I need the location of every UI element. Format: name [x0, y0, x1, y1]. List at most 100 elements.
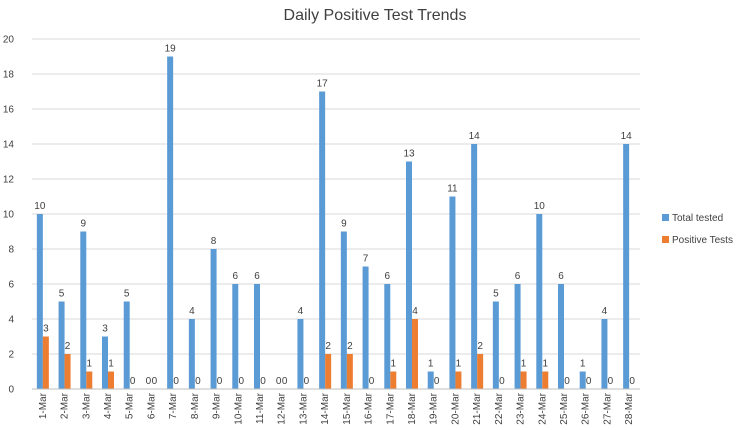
bars — [36, 56, 630, 389]
x-tick-label: 6-Mar — [146, 392, 157, 419]
x-tick-label: 22-Mar — [494, 392, 505, 424]
data-label-positive-tests: 0 — [152, 376, 158, 387]
x-tick-label: 12-Mar — [277, 392, 288, 424]
x-tick-label: 10-Mar — [233, 392, 244, 424]
bar-positive-tests — [86, 371, 93, 389]
data-label-total-tested: 8 — [211, 236, 217, 247]
bar-total-tested — [297, 319, 304, 389]
bar-total-tested — [601, 319, 608, 389]
y-tick-label: 6 — [8, 280, 14, 291]
data-label-total-tested: 6 — [558, 271, 564, 282]
x-tick-label: 23-Mar — [516, 392, 527, 424]
data-label-positive-tests: 1 — [87, 359, 93, 370]
chart-title: Daily Positive Test Trends — [284, 7, 467, 24]
y-tick-label: 16 — [3, 105, 15, 116]
x-tick-label: 27-Mar — [602, 392, 613, 424]
data-label-positive-tests: 0 — [608, 376, 614, 387]
data-label-total-tested: 9 — [341, 219, 347, 230]
bar-total-tested — [254, 284, 260, 389]
gridlines — [32, 38, 640, 355]
y-axis-ticks: 0 2 4 6 8 10 12 14 16 18 20 — [3, 35, 15, 396]
data-label-total-tested: 6 — [515, 271, 521, 282]
x-tick-label: 21-Mar — [472, 392, 483, 424]
bar-positive-tests — [64, 354, 71, 389]
data-label-total-tested: 6 — [233, 271, 239, 282]
data-label-total-tested: 14 — [621, 131, 633, 142]
bar-total-tested — [623, 144, 630, 389]
y-tick-label: 20 — [3, 35, 15, 46]
x-tick-label: 16-Mar — [364, 392, 375, 424]
legend-swatch — [662, 236, 669, 243]
x-tick-label: 5-Mar — [125, 392, 136, 419]
data-label-positive-tests: 2 — [477, 341, 483, 352]
data-label-positive-tests: 3 — [43, 324, 49, 335]
data-label-total-tested: 10 — [534, 201, 546, 212]
bar-total-tested — [102, 336, 108, 389]
x-tick-label: 26-Mar — [581, 392, 592, 424]
data-label-positive-tests: 0 — [564, 376, 570, 387]
bar-total-tested — [210, 249, 217, 389]
x-tick-label: 7-Mar — [168, 392, 179, 419]
x-tick-label: 14-Mar — [320, 392, 331, 424]
x-tick-label: 8-Mar — [190, 392, 201, 419]
x-tick-label: 18-Mar — [407, 392, 418, 424]
x-tick-label: 25-Mar — [559, 392, 570, 424]
data-label-positive-tests: 2 — [347, 341, 353, 352]
y-tick-label: 2 — [8, 350, 14, 361]
bar-total-tested — [58, 301, 65, 389]
data-label-positive-tests: 0 — [217, 376, 223, 387]
data-label-positive-tests: 1 — [456, 359, 462, 370]
legend: Total tested Positive Tests — [662, 213, 733, 246]
bar-total-tested — [188, 319, 195, 389]
x-tick-label: 3-Mar — [81, 392, 92, 419]
bar-positive-tests — [477, 354, 484, 389]
data-label-total-tested: 5 — [124, 289, 130, 300]
data-label-total-tested: 0 — [146, 376, 152, 387]
data-label-total-tested: 19 — [165, 44, 177, 55]
bar-total-tested — [492, 301, 499, 389]
data-label-total-tested: 9 — [81, 219, 87, 230]
y-tick-label: 18 — [3, 70, 15, 81]
data-label-positive-tests: 0 — [173, 376, 179, 387]
bar-positive-tests — [390, 371, 397, 389]
bar-total-tested — [232, 284, 239, 389]
y-tick-label: 0 — [8, 385, 14, 396]
data-label-positive-tests: 0 — [629, 376, 635, 387]
data-label-positive-tests: 0 — [586, 376, 592, 387]
data-label-positive-tests: 0 — [499, 376, 505, 387]
x-tick-label: 11-Mar — [255, 392, 266, 424]
data-label-positive-tests: 1 — [108, 359, 114, 370]
data-label-positive-tests: 2 — [325, 341, 331, 352]
y-tick-label: 10 — [3, 210, 15, 221]
data-label-total-tested: 5 — [59, 289, 65, 300]
bar-total-tested — [167, 56, 174, 389]
x-tick-label: 19-Mar — [429, 392, 440, 424]
bar-total-tested — [514, 284, 521, 389]
data-label-total-tested: 3 — [102, 324, 108, 335]
bar-total-tested — [36, 214, 43, 389]
y-tick-label: 4 — [8, 315, 14, 326]
legend-label: Positive Tests — [672, 235, 733, 246]
bar-total-tested — [471, 144, 478, 389]
y-tick-label: 12 — [3, 175, 15, 186]
bar-total-tested — [362, 266, 369, 389]
data-label-positive-tests: 0 — [369, 376, 375, 387]
data-label-total-tested: 13 — [403, 149, 415, 160]
data-label-positive-tests: 4 — [412, 306, 418, 317]
x-tick-label: 17-Mar — [385, 392, 396, 424]
bar-total-tested — [123, 301, 130, 389]
bar-total-tested — [384, 284, 391, 389]
data-label-total-tested: 4 — [298, 306, 304, 317]
data-label-total-tested: 1 — [428, 359, 434, 370]
data-label-positive-tests: 0 — [260, 376, 266, 387]
data-label-total-tested: 0 — [276, 376, 282, 387]
bar-total-tested — [340, 231, 347, 389]
bar-positive-tests — [42, 336, 49, 389]
legend-swatch — [662, 214, 669, 221]
bar-positive-tests — [346, 354, 353, 389]
x-axis-ticks: 1-Mar 2-Mar 3-Mar 4-Mar 5-Mar 6-Mar 7-Mar 8-Mar… — [38, 392, 635, 424]
y-tick-label: 8 — [8, 245, 14, 256]
data-label-total-tested: 1 — [580, 359, 586, 370]
data-label-positive-tests: 0 — [195, 376, 201, 387]
